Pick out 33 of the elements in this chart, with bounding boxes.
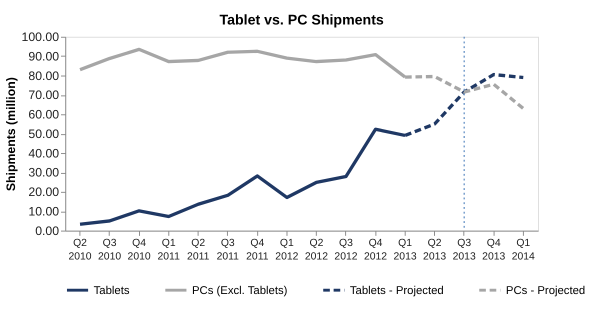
x-tick-label: Q2 2012 [304, 238, 328, 262]
legend-label: PCs - Projected [506, 284, 586, 297]
x-tick-label: Q4 2012 [364, 238, 388, 262]
x-tick-label: Q3 2010 [98, 238, 122, 262]
x-tick-label: Q4 2013 [482, 238, 506, 262]
y-tick-label: 30.00 [28, 166, 60, 180]
x-tick-label: Q2 2010 [68, 238, 92, 262]
y-tick-label: 60.00 [28, 108, 60, 122]
y-tick-label: 50.00 [28, 126, 60, 141]
x-tick-label: Q3 2011 [216, 238, 240, 262]
legend-label: PCs (Excl. Tablets) [192, 284, 288, 297]
x-tick-label: Q4 2010 [128, 238, 151, 262]
legend-label: Tablets [94, 284, 130, 297]
legend-label: Tablets - Projected [350, 284, 444, 297]
x-tick-label: Q1 2011 [158, 238, 180, 262]
chart-title: Tablet vs. PC Shipments [219, 12, 384, 28]
x-tick-label: Q2 2013 [423, 238, 446, 262]
x-tick-label: Q1 2012 [275, 238, 299, 262]
x-tick-label: Q1 2013 [394, 238, 417, 262]
y-tick-label: 10.00 [28, 204, 60, 218]
x-tick-label: Q3 2012 [334, 238, 358, 262]
x-tick-label: Q3 2013 [452, 238, 476, 262]
y-tick-label: 100.00 [22, 30, 60, 44]
y-tick-label: 90.00 [28, 49, 60, 64]
y-tick-label: 40.00 [28, 146, 60, 160]
y-tick-label: 20.00 [28, 185, 60, 200]
x-tick-label: Q2 2011 [187, 238, 210, 262]
x-tick-label: Q1 2014 [512, 238, 536, 262]
y-tick-label: 70.00 [28, 88, 60, 102]
y-tick-label: 0.00 [35, 224, 60, 238]
y-axis-title: Shipments (million) [4, 77, 18, 192]
y-tick-label: 80.00 [28, 68, 60, 83]
x-tick-label: Q4 2011 [246, 238, 269, 262]
